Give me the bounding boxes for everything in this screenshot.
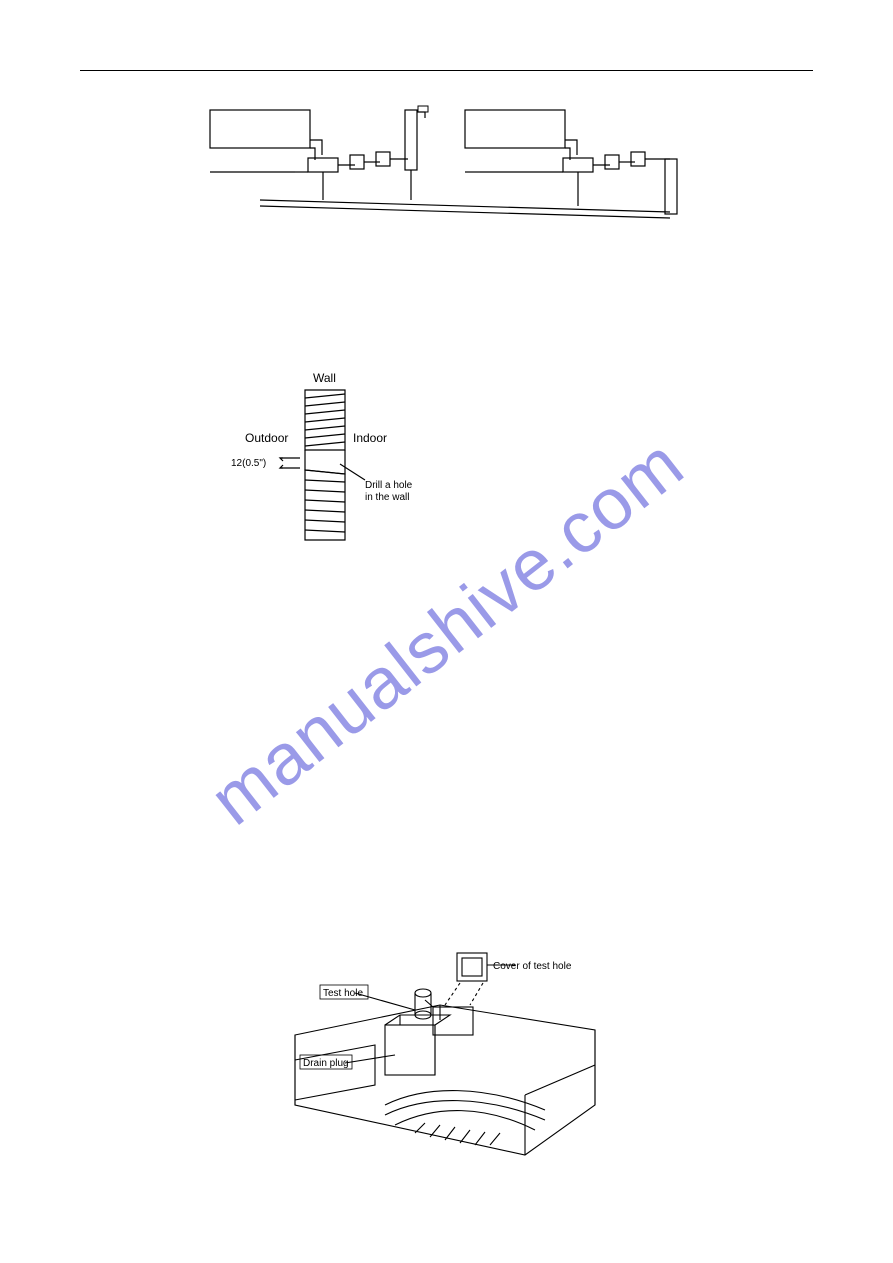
figure-wall-hole: Wall Outdoor Indoor 12(0.5") Drill a hol… (225, 370, 425, 570)
label-testhole: Test hole (323, 988, 363, 999)
label-outdoor: Outdoor (245, 431, 288, 445)
figure-unit-test-hole: Cover of test hole Test hole Drain plug (265, 945, 615, 1205)
page-root: manualshive.com (0, 0, 893, 1263)
label-cover: Cover of test hole (493, 961, 572, 972)
label-indoor: Indoor (353, 431, 387, 445)
label-wall: Wall (313, 371, 336, 385)
label-drill-1: Drill a hole (365, 480, 413, 491)
label-dimension: 12(0.5") (231, 458, 266, 469)
figure-piping-diagram (200, 100, 710, 250)
top-rule (80, 70, 813, 71)
label-drainplug: Drain plug (303, 1058, 349, 1069)
label-drill-2: in the wall (365, 492, 409, 503)
